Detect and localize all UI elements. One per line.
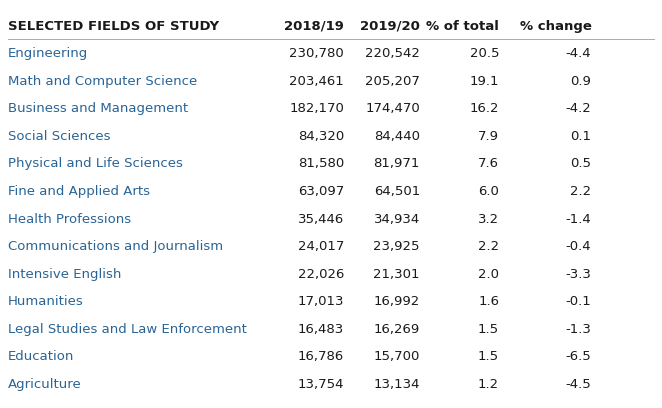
Text: 1.2: 1.2: [478, 378, 499, 391]
Text: 2.0: 2.0: [478, 268, 499, 281]
Text: 2.2: 2.2: [570, 185, 591, 198]
Text: 7.6: 7.6: [478, 157, 499, 171]
Text: 15,700: 15,700: [373, 350, 420, 363]
Text: 35,446: 35,446: [298, 213, 344, 226]
Text: Agriculture: Agriculture: [8, 378, 81, 391]
Text: 16,269: 16,269: [374, 323, 420, 336]
Text: 22,026: 22,026: [298, 268, 344, 281]
Text: 3.2: 3.2: [478, 213, 499, 226]
Text: -4.4: -4.4: [566, 47, 591, 60]
Text: Health Professions: Health Professions: [8, 213, 131, 226]
Text: -6.5: -6.5: [565, 350, 591, 363]
Text: Social Sciences: Social Sciences: [8, 130, 111, 143]
Text: Business and Management: Business and Management: [8, 102, 188, 115]
Text: 1.6: 1.6: [478, 295, 499, 308]
Text: 7.9: 7.9: [478, 130, 499, 143]
Text: SELECTED FIELDS OF STUDY: SELECTED FIELDS OF STUDY: [8, 20, 219, 33]
Text: 19.1: 19.1: [469, 75, 499, 88]
Text: -4.2: -4.2: [565, 102, 591, 115]
Text: 2018/19: 2018/19: [284, 20, 344, 33]
Text: 16,786: 16,786: [298, 350, 344, 363]
Text: Legal Studies and Law Enforcement: Legal Studies and Law Enforcement: [8, 323, 247, 336]
Text: 205,207: 205,207: [365, 75, 420, 88]
Text: 0.5: 0.5: [571, 157, 591, 171]
Text: -4.5: -4.5: [565, 378, 591, 391]
Text: 34,934: 34,934: [374, 213, 420, 226]
Text: Intensive English: Intensive English: [8, 268, 121, 281]
Text: 13,754: 13,754: [298, 378, 344, 391]
Text: 2.2: 2.2: [478, 240, 499, 253]
Text: -0.4: -0.4: [566, 240, 591, 253]
Text: 16,483: 16,483: [298, 323, 344, 336]
Text: % of total: % of total: [426, 20, 499, 33]
Text: 0.9: 0.9: [571, 75, 591, 88]
Text: 230,780: 230,780: [289, 47, 344, 60]
Text: 81,971: 81,971: [373, 157, 420, 171]
Text: Physical and Life Sciences: Physical and Life Sciences: [8, 157, 183, 171]
Text: 84,440: 84,440: [374, 130, 420, 143]
Text: 0.1: 0.1: [571, 130, 591, 143]
Text: 1.5: 1.5: [478, 350, 499, 363]
Text: 1.5: 1.5: [478, 323, 499, 336]
Text: Humanities: Humanities: [8, 295, 83, 308]
Text: Communications and Journalism: Communications and Journalism: [8, 240, 223, 253]
Text: 16.2: 16.2: [469, 102, 499, 115]
Text: 2019/20: 2019/20: [360, 20, 420, 33]
Text: -3.3: -3.3: [565, 268, 591, 281]
Text: 13,134: 13,134: [373, 378, 420, 391]
Text: 64,501: 64,501: [374, 185, 420, 198]
Text: Engineering: Engineering: [8, 47, 88, 60]
Text: -1.3: -1.3: [565, 323, 591, 336]
Text: 20.5: 20.5: [469, 47, 499, 60]
Text: 203,461: 203,461: [289, 75, 344, 88]
Text: Math and Computer Science: Math and Computer Science: [8, 75, 197, 88]
Text: -0.1: -0.1: [565, 295, 591, 308]
Text: 84,320: 84,320: [298, 130, 344, 143]
Text: 220,542: 220,542: [365, 47, 420, 60]
Text: 16,992: 16,992: [374, 295, 420, 308]
Text: 21,301: 21,301: [373, 268, 420, 281]
Text: Education: Education: [8, 350, 74, 363]
Text: 174,470: 174,470: [365, 102, 420, 115]
Text: 182,170: 182,170: [289, 102, 344, 115]
Text: 23,925: 23,925: [373, 240, 420, 253]
Text: 17,013: 17,013: [298, 295, 344, 308]
Text: 6.0: 6.0: [478, 185, 499, 198]
Text: % change: % change: [520, 20, 591, 33]
Text: Fine and Applied Arts: Fine and Applied Arts: [8, 185, 150, 198]
Text: 81,580: 81,580: [298, 157, 344, 171]
Text: 24,017: 24,017: [298, 240, 344, 253]
Text: -1.4: -1.4: [565, 213, 591, 226]
Text: 63,097: 63,097: [298, 185, 344, 198]
